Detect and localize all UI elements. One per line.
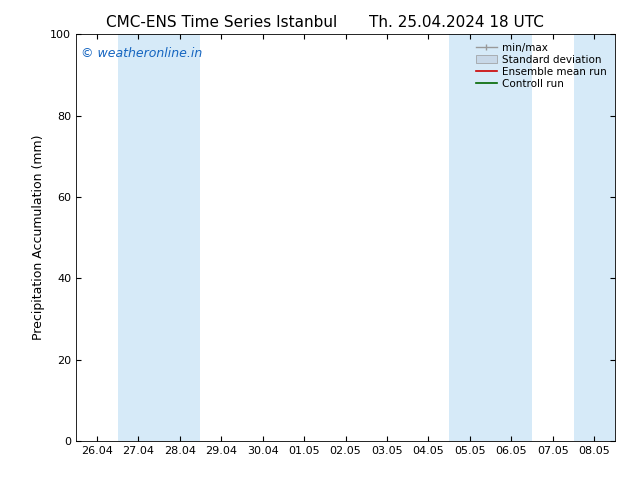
Bar — [574, 34, 625, 441]
Bar — [449, 34, 532, 441]
Legend: min/max, Standard deviation, Ensemble mean run, Controll run: min/max, Standard deviation, Ensemble me… — [473, 40, 610, 92]
Bar — [117, 34, 200, 441]
Text: CMC-ENS Time Series Istanbul: CMC-ENS Time Series Istanbul — [107, 15, 337, 30]
Text: © weatheronline.in: © weatheronline.in — [81, 47, 203, 59]
Y-axis label: Precipitation Accumulation (mm): Precipitation Accumulation (mm) — [32, 135, 44, 341]
Text: Th. 25.04.2024 18 UTC: Th. 25.04.2024 18 UTC — [369, 15, 544, 30]
